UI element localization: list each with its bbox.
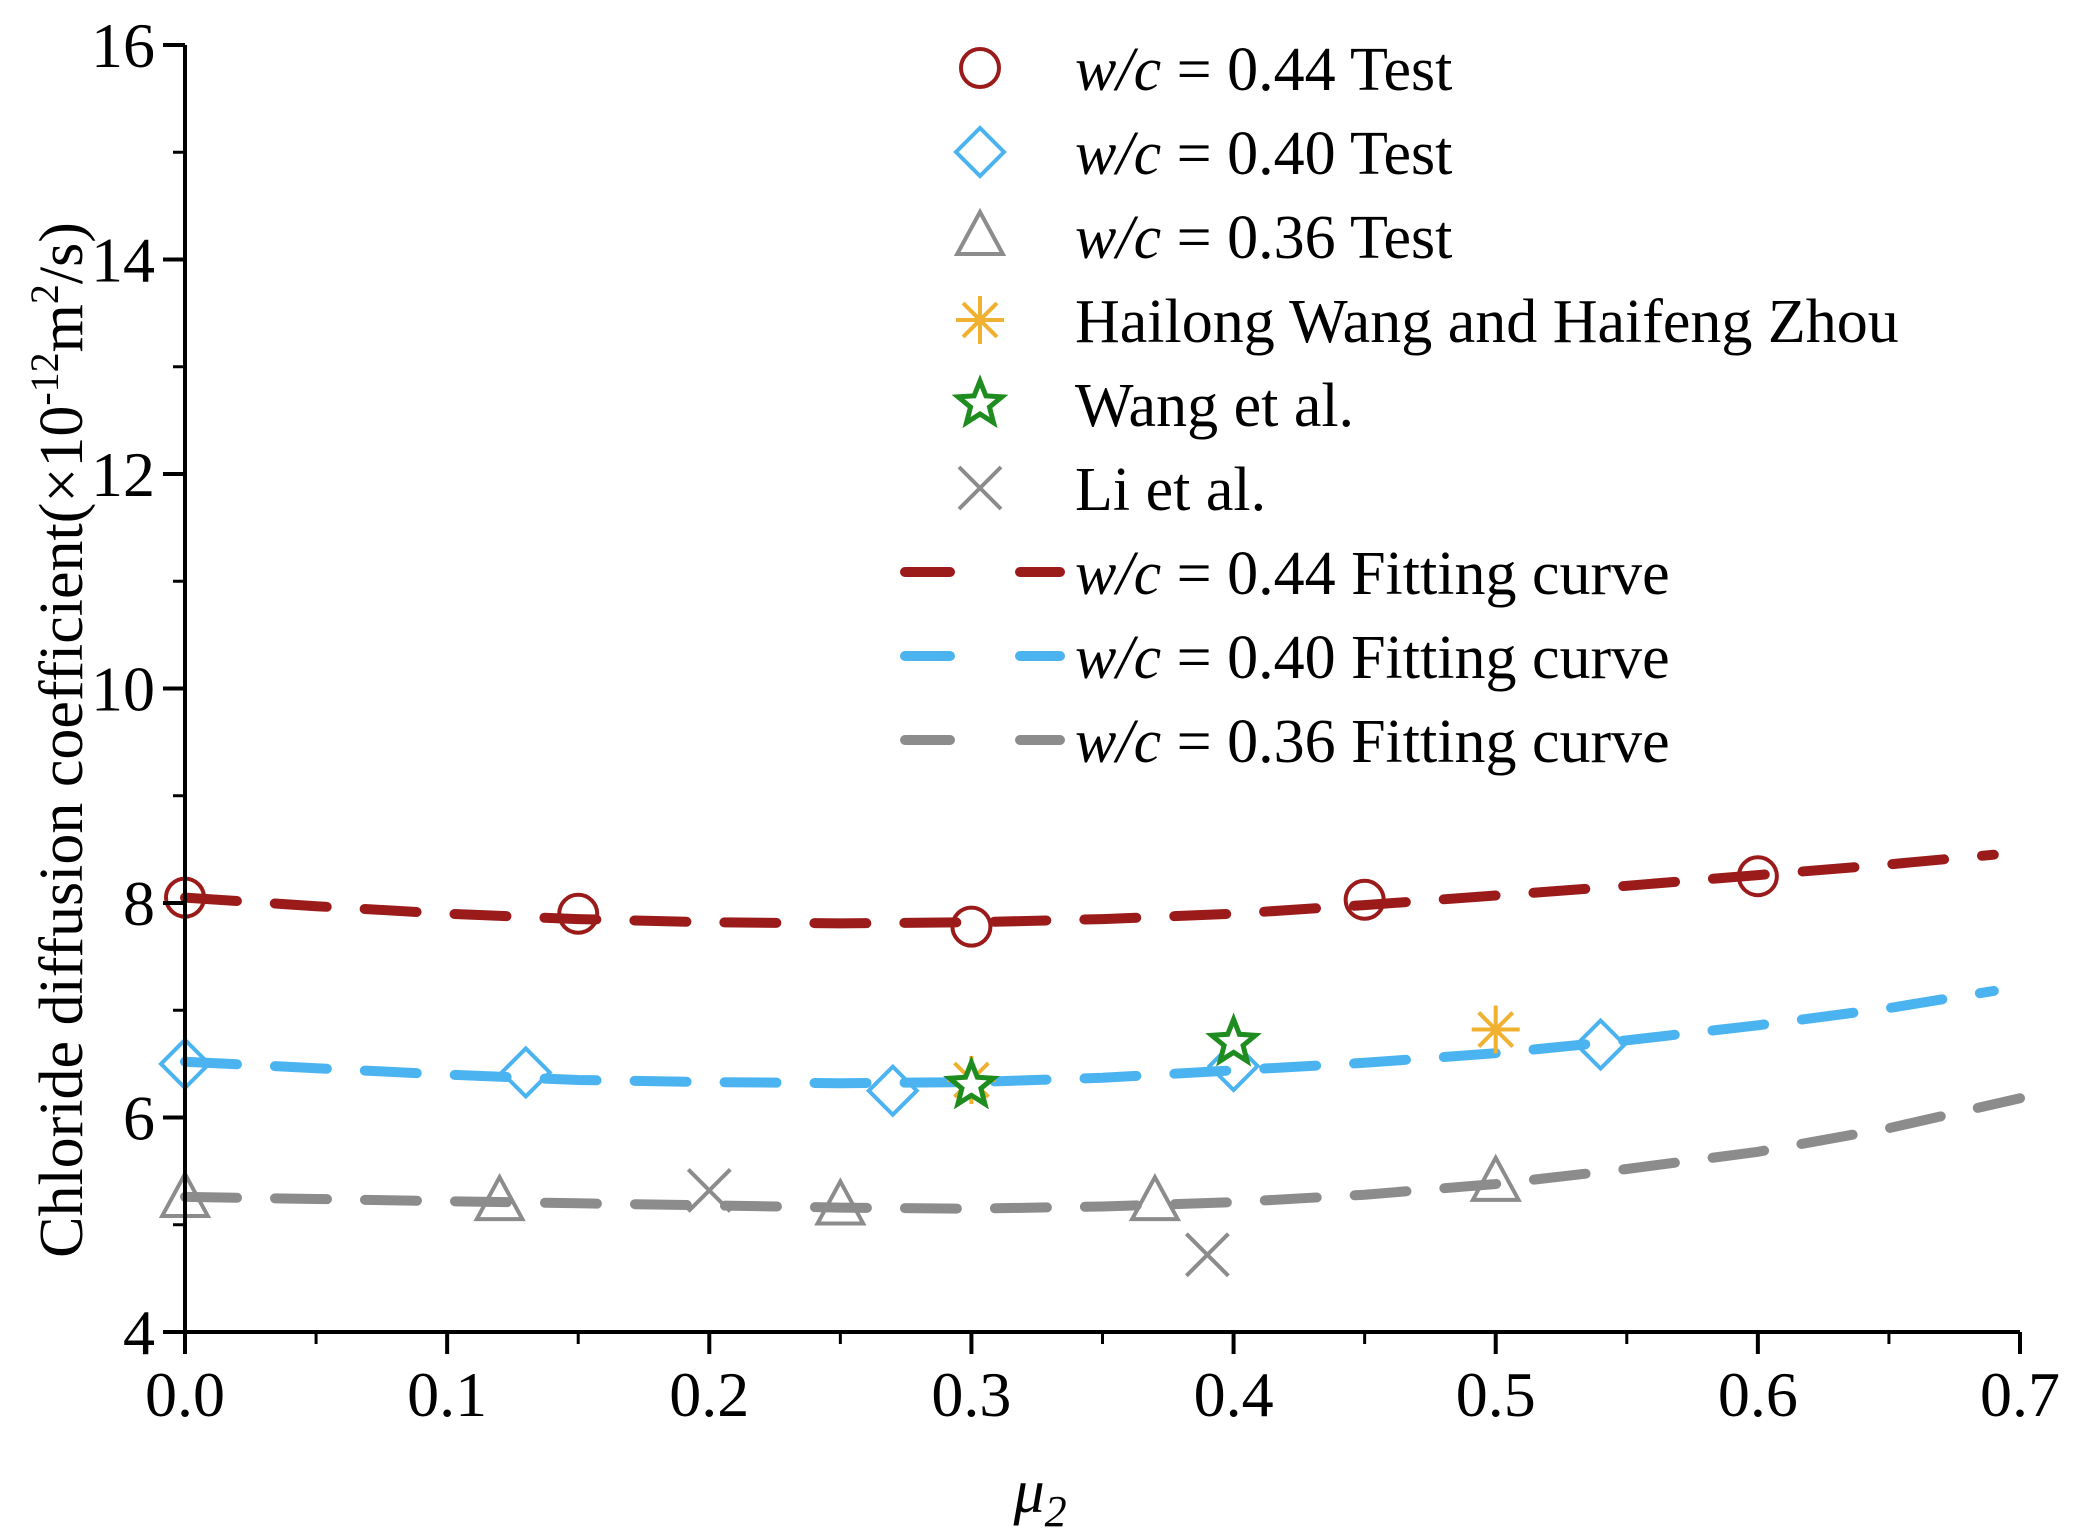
- legend-label-text: Wang et al.: [1075, 372, 1354, 440]
- x-tick-label: 0.3: [931, 1359, 1011, 1430]
- legend-label-italic: w/c: [1075, 708, 1161, 776]
- legend-label: Li et al.: [1075, 456, 1266, 524]
- data-point-w-c-0-40-test: [498, 1045, 553, 1100]
- y-tick-label: 8: [123, 868, 155, 939]
- data-point-w-c-0-40-test: [865, 1063, 920, 1118]
- diamond-marker: [1573, 1017, 1628, 1072]
- legend-label-text: Li et al.: [1075, 456, 1266, 524]
- legend-label-text: = 0.40 Test: [1161, 120, 1452, 188]
- star-marker: [951, 374, 1009, 429]
- legend-label: w/c = 0.36 Fitting curve: [1075, 708, 1670, 776]
- x-tick-label: 0.5: [1456, 1359, 1536, 1430]
- data-point-w-c-0-36-test: [1469, 1153, 1522, 1202]
- triangle-marker: [1469, 1153, 1522, 1202]
- y-tick-label: 4: [123, 1297, 155, 1368]
- legend-label-text: = 0.36 Fitting curve: [1161, 708, 1670, 776]
- legend-label-text: = 0.44 Test: [1161, 36, 1452, 104]
- x-stroke: [686, 1168, 732, 1213]
- legend-symbol: [959, 47, 1001, 89]
- legend-label: w/c = 0.40 Test: [1075, 120, 1452, 188]
- legend-label-text: = 0.44 Fitting curve: [1161, 540, 1670, 608]
- data-point-wang-et-al-: [943, 1055, 1000, 1110]
- legend-label: Wang et al.: [1075, 372, 1354, 440]
- fit-curves: [180, 849, 2025, 1214]
- circle-marker: [950, 905, 993, 948]
- data-point-wang-et-al-: [1205, 1012, 1262, 1067]
- legend-label-text: Hailong Wang and Haifeng Zhou: [1075, 288, 1899, 356]
- star-marker: [943, 1055, 1000, 1110]
- legend-symbol: [953, 125, 1007, 179]
- y-tick-label: 14: [91, 225, 155, 296]
- asterisk-stroke: [961, 301, 999, 339]
- data-point-w-c-0-44-test: [557, 892, 600, 935]
- x-tick-label: 0.4: [1194, 1359, 1274, 1430]
- legend-label: Hailong Wang and Haifeng Zhou: [1075, 288, 1899, 356]
- legend-label-text: = 0.36 Test: [1161, 204, 1452, 272]
- diamond-marker: [865, 1063, 920, 1118]
- x-tick-label: 0.7: [1980, 1359, 2060, 1430]
- data-point-w-c-0-44-test: [1343, 878, 1386, 921]
- x-tick-label: 0.1: [407, 1359, 487, 1430]
- legend-label-italic: w/c: [1075, 624, 1161, 692]
- circle-marker: [557, 892, 600, 935]
- y-tick-label: 10: [91, 654, 155, 725]
- y-tick-label: 16: [91, 10, 155, 81]
- axes: 0.0 0.1 0.2 0.3 0.4 0.5 0.6 0.7 4 6 8 10 12 14 16: [91, 10, 2060, 1430]
- asterisk-stroke: [1477, 1011, 1515, 1048]
- legend-symbol: [951, 374, 1009, 429]
- legend-symbol: [953, 207, 1007, 256]
- data-point-w-c-0-44-test: [950, 905, 993, 948]
- diamond-marker: [498, 1045, 553, 1100]
- diamond-marker: [1206, 1039, 1261, 1093]
- circle-marker: [1736, 855, 1779, 898]
- data-point-hailong-wang-and-haifeng-zhou: [1471, 1005, 1520, 1054]
- data-point-w-c-0-36-test: [814, 1177, 867, 1226]
- legend-label-italic: w/c: [1075, 204, 1161, 272]
- diamond-marker: [953, 125, 1007, 179]
- x-axis-label: μ2: [1012, 1458, 1066, 1536]
- y-tick-label: 6: [123, 1083, 155, 1154]
- legend-label: w/c = 0.40 Fitting curve: [1075, 624, 1670, 692]
- legend-label: w/c = 0.44 Fitting curve: [1075, 540, 1670, 608]
- legend-label-italic: w/c: [1075, 120, 1161, 188]
- legend-label-italic: w/c: [1075, 540, 1161, 608]
- x-tick-label: 0.0: [145, 1359, 225, 1430]
- circle-marker: [959, 47, 1001, 89]
- data-point-li-et-al-: [1184, 1232, 1230, 1278]
- fit-curve-w-c-0-44-fitting-curve: [180, 849, 1999, 929]
- star-marker: [1205, 1012, 1262, 1067]
- x-stroke: [1184, 1232, 1230, 1278]
- x-stroke: [957, 465, 1003, 511]
- data-point-w-c-0-36-test: [1128, 1172, 1182, 1222]
- legend-label: w/c = 0.44 Test: [1075, 36, 1452, 104]
- triangle-marker: [814, 1177, 867, 1226]
- fit-curve-w-c-0-40-fitting-curve: [180, 985, 1999, 1089]
- y-tick-label: 12: [91, 439, 155, 510]
- legend-symbol: [956, 296, 1004, 344]
- fit-curve-w-c-0-36-fitting-curve: [180, 1093, 2025, 1214]
- legend-label-text: = 0.40 Fitting curve: [1161, 624, 1670, 692]
- circle-marker: [1343, 878, 1386, 921]
- legend-label: w/c = 0.36 Test: [1075, 204, 1452, 272]
- x-tick-label: 0.6: [1718, 1359, 1798, 1430]
- data-point-li-et-al-: [686, 1168, 732, 1213]
- data-point-w-c-0-40-test: [1573, 1017, 1628, 1072]
- legend-symbol: [957, 465, 1003, 511]
- data-point-w-c-0-40-test: [1206, 1039, 1261, 1093]
- triangle-marker: [953, 207, 1007, 256]
- x-tick-label: 0.2: [669, 1359, 749, 1430]
- triangle-marker: [1128, 1172, 1182, 1222]
- data-point-w-c-0-44-test: [1736, 855, 1779, 898]
- triangle-marker: [473, 1172, 526, 1222]
- legend-label-italic: w/c: [1075, 36, 1161, 104]
- y-axis-label: Chloride diffusion coefficient(×10-12m2/…: [22, 222, 96, 1258]
- data-markers: [158, 855, 1779, 1278]
- data-point-w-c-0-36-test: [473, 1172, 526, 1222]
